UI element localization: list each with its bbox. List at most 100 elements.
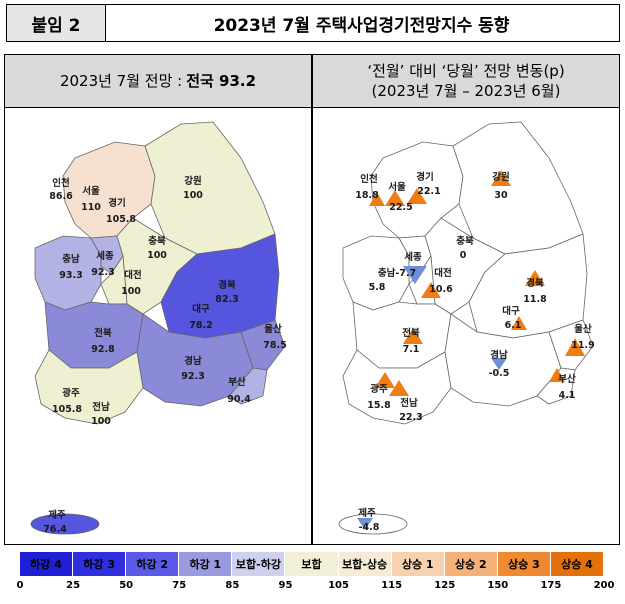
label-gyeongnam-name: 경남	[184, 355, 202, 367]
label-daejeon-name: 대전	[124, 269, 141, 281]
legend-tick-label: 95	[278, 580, 293, 591]
label-jeju-name: 제주	[48, 509, 66, 521]
label-seoul-value: 110	[81, 202, 101, 213]
legend-item: 하강 4	[20, 552, 74, 576]
outline-ulsan	[548, 319, 594, 371]
rlabel-busan-name: 부산	[558, 373, 576, 385]
legend-tick-label: 105	[328, 580, 349, 591]
label-gyeongbuk-value: 82.3	[215, 294, 238, 305]
up-marker-daegu	[511, 316, 527, 330]
rlabel-daejeon-value: 10.6	[429, 284, 453, 295]
rlabel-gwangju-name: 광주	[370, 383, 388, 395]
rlabel-jeonnam-name: 전남	[400, 397, 418, 409]
legend-tick-label: 25	[66, 580, 81, 591]
left-map-panel: 인천 86.6 서울 110 경기 105.8 강원 100 세종 92.3 충…	[4, 106, 312, 545]
legend-tick-label: 125	[434, 580, 456, 591]
attachment-tag: 붙임 2	[6, 4, 106, 42]
label-gangwon-value: 100	[183, 190, 203, 201]
label-daegu-value: 78.2	[189, 320, 212, 331]
legend-tick-label: 0	[16, 580, 24, 591]
legend-tick-label: 175	[540, 580, 562, 591]
outline-jeju	[338, 513, 408, 535]
region-gangwon	[144, 121, 276, 255]
rlabel-gyeonggi-value: 22.1	[417, 186, 440, 197]
label-incheon-name: 인천	[52, 178, 69, 189]
rlabel-busan-value: 4.1	[559, 390, 576, 401]
right-panel-title: ‘전월’ 대비 ‘당월’ 전망 변동(p) (2023년 7월 – 2023년 …	[312, 54, 620, 108]
label-gyeongbuk-name: 경북	[218, 279, 236, 291]
rlabel-incheon-name: 인천	[360, 174, 377, 185]
left-panel-title: 2023년 7월 전망 : 전국 93.2	[4, 54, 312, 108]
down-marker-sejong	[403, 266, 427, 284]
up-marker-jeonbuk	[403, 328, 423, 344]
label-sejong-name: 세종	[96, 250, 114, 262]
rlabel-incheon-value: 18.8	[355, 190, 379, 201]
left-panel-title-prefix: 2023년 7월 전망 :	[59, 72, 183, 90]
rlabel-chungnam-value: 5.8	[369, 282, 386, 293]
region-chungnam	[34, 235, 102, 311]
legend-item: 상승 2	[444, 552, 498, 576]
rlabel-gyeonggi-name: 경기	[416, 171, 433, 183]
rlabel-daegu-name: 대구	[502, 305, 520, 317]
change-markers	[357, 170, 585, 530]
rlabel-jeonbuk-name: 전북	[402, 327, 420, 339]
rlabel-gangwon-name: 강원	[492, 171, 509, 183]
region-jeju	[30, 513, 100, 535]
label-gyeonggi-name: 경기	[108, 197, 125, 209]
label-gyeongnam-value: 92.3	[181, 371, 204, 382]
legend-item: 하강 2	[126, 552, 180, 576]
region-jeonnam	[34, 349, 144, 425]
rlabel-gyeongnam-value: -0.5	[489, 368, 510, 379]
up-marker-ulsan	[565, 338, 585, 356]
rlabel-ulsan-name: 울산	[574, 323, 592, 335]
left-choropleth-map: 인천 86.6 서울 110 경기 105.8 강원 100 세종 92.3 충…	[30, 121, 287, 535]
label-daejeon-value: 100	[121, 286, 141, 297]
legend-item: 하강 1	[179, 552, 233, 576]
rlabel-seoul-name: 서울	[388, 181, 406, 193]
up-marker-gyeonggi	[407, 188, 427, 204]
page-title: 2023년 7월 주택사업경기전망지수 동향	[104, 4, 620, 42]
region-busan	[228, 367, 268, 405]
rlabel-daejeon-name: 대전	[434, 267, 451, 279]
rlabel-gyeongbuk-value: 11.8	[523, 294, 547, 305]
label-gwangju-name: 광주	[62, 387, 80, 399]
up-marker-seoul	[385, 190, 405, 206]
label-busan-name: 부산	[228, 376, 246, 388]
rlabel-jeju-name: 제주	[358, 507, 376, 519]
right-panel-title-line2: (2023년 7월 – 2023년 6월)	[371, 82, 561, 100]
legend-item: 하강 3	[73, 552, 127, 576]
label-gwangju-value: 105.8	[52, 404, 82, 415]
down-marker-jeju	[357, 518, 373, 530]
outline-chungnam	[342, 235, 410, 311]
up-marker-gyeongbuk	[525, 270, 545, 286]
legend-item: 보합-상승	[338, 552, 392, 576]
legend-item: 상승 4	[550, 552, 605, 576]
legend-tick-label: 150	[487, 580, 509, 591]
legend-item: 상승 3	[497, 552, 551, 576]
rlabel-seoul-value: 22.5	[389, 202, 412, 213]
outline-gangwon	[452, 121, 584, 255]
legend-tick-label: 115	[381, 580, 403, 591]
legend-item: 상승 1	[391, 552, 445, 576]
rlabel-daegu-value: 6.1	[505, 320, 522, 331]
rlabel-gwangju-value: 15.8	[367, 400, 391, 411]
label-gangwon-name: 강원	[184, 175, 201, 187]
legend-item: 보합	[285, 552, 339, 576]
rlabel-gyeongnam-name: 경남	[490, 349, 508, 361]
right-change-map: 인천 18.8 서울 22.5 경기 22.1 강원 30 세종 충북 0 충남…	[338, 121, 595, 535]
legend-tick-label: 85	[225, 580, 240, 591]
rlabel-chungnam-sejong: 충남-7.7	[378, 267, 416, 279]
rlabel-jeju-value: -4.8	[359, 522, 380, 533]
up-marker-gangwon	[491, 170, 511, 186]
legend-tick-label: 200	[593, 580, 615, 591]
label-chungbuk-name: 충북	[148, 235, 166, 247]
up-marker-daejeon	[421, 282, 441, 298]
rlabel-chungbuk-value: 0	[460, 250, 467, 261]
label-chungnam-name: 충남	[62, 253, 80, 265]
right-map-panel: 인천 18.8 서울 22.5 경기 22.1 강원 30 세종 충북 0 충남…	[312, 106, 620, 545]
color-legend: 하강 4 하강 3 하강 2 하강 1 보합-하강 보합 보합-상승 상승 1 상승 2 상승 3…	[20, 552, 605, 576]
rlabel-jeonbuk-value: 7.1	[403, 344, 420, 355]
up-marker-jeonnam	[389, 380, 409, 396]
left-panel-national-value: 전국 93.2	[186, 72, 257, 90]
region-ulsan	[240, 319, 286, 371]
